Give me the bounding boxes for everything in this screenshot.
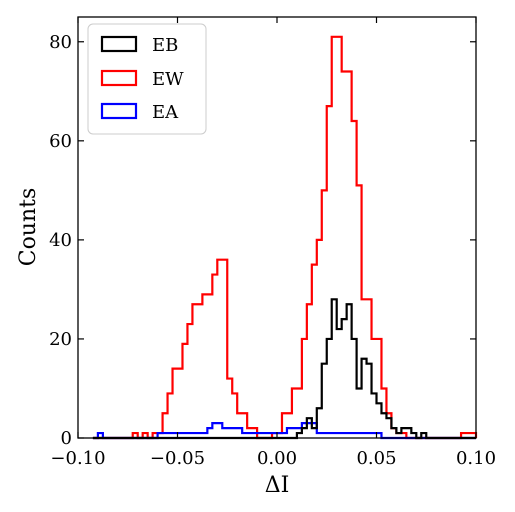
legend-swatch-ea [100, 102, 138, 120]
x-tick-label: −0.05 [150, 448, 205, 469]
y-tick-label: 20 [49, 329, 72, 350]
eb-series [92, 298, 476, 440]
y-axis-ticks: 0 20 40 60 80 [49, 32, 476, 449]
y-tick-label: 80 [49, 32, 72, 53]
legend: EB EW EA [87, 23, 207, 135]
y-axis-label: Counts [16, 188, 41, 267]
ea-series [92, 422, 476, 440]
x-tick-label: 0.00 [257, 448, 297, 469]
y-tick-label: 40 [49, 230, 72, 251]
y-tick-label: 60 [49, 131, 72, 152]
x-tick-label: 0.10 [456, 448, 496, 469]
x-tick-label: 0.05 [356, 448, 396, 469]
x-axis-label: ΔI [265, 473, 290, 498]
legend-label-eb: EB [152, 35, 178, 56]
legend-label-ew: EW [152, 69, 184, 90]
y-tick-label: 0 [61, 428, 72, 449]
eb-histogram-line [92, 298, 476, 440]
legend-label-ea: EA [152, 102, 179, 123]
x-tick-label: −0.10 [50, 448, 105, 469]
legend-swatch-ew [100, 69, 138, 87]
ea-histogram-line [92, 422, 476, 440]
legend-swatch-eb [100, 35, 138, 53]
x-axis-ticks: −0.10 −0.05 0.00 0.05 0.10 [50, 17, 496, 469]
